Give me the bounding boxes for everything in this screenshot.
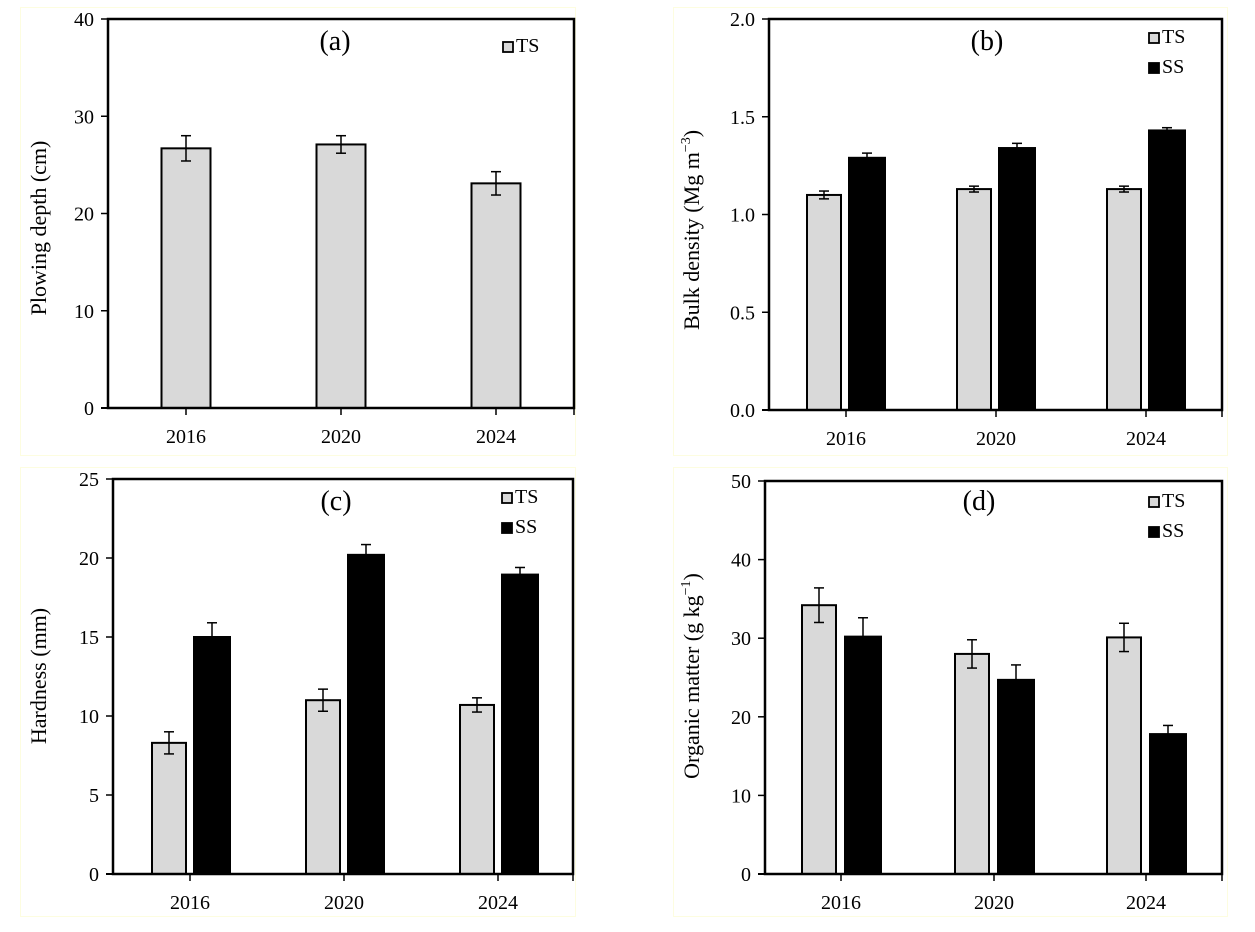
panel-c-ylabel: Hardness (mm) xyxy=(26,608,51,744)
panel-d-ylabel: Organic matter (g kg−1) xyxy=(679,573,704,779)
bar-ss-2020 xyxy=(997,678,1035,875)
panel-c-plot-frame xyxy=(111,477,575,876)
bar-ss-2016 xyxy=(848,156,886,411)
legend-label-ts: TS xyxy=(1162,26,1185,48)
bar-ss-2016 xyxy=(844,635,882,875)
x-tick-label: 2016 xyxy=(821,892,861,914)
panel-c-label: (c) xyxy=(320,486,351,517)
y-tick-label: 20 xyxy=(79,548,99,570)
bar-ts-2016 xyxy=(160,147,212,409)
y-tick-label: 1.0 xyxy=(730,205,755,227)
panel-d-ylabel-main: Organic matter (g kg xyxy=(679,595,704,778)
panel-a-frame xyxy=(20,7,576,456)
legend-swatch-ss xyxy=(501,522,513,534)
legend-label-ts: TS xyxy=(516,35,539,57)
x-tick-label: 2016 xyxy=(170,892,210,914)
panel-b: (b) Bulk density (Mg m−3) 0.0 0.5 1.0 1.5 2.… xyxy=(679,9,1224,450)
x-tick-label: 2016 xyxy=(826,428,866,450)
panel-b-label: (b) xyxy=(971,26,1004,57)
legend-label-ts: TS xyxy=(1162,490,1185,512)
y-tick-label: 1.5 xyxy=(730,107,755,129)
y-tick-label: 0.0 xyxy=(730,400,755,422)
legend-swatch-ts xyxy=(502,41,514,53)
y-tick-label: 15 xyxy=(79,627,99,649)
panel-a-label: (a) xyxy=(319,26,350,57)
legend-swatch-ss xyxy=(1148,62,1160,74)
legend-label-ss: SS xyxy=(1162,56,1184,78)
panel-c: (c) Hardness (mm) 0 5 10 15 20 25 2016 2020 2024… xyxy=(26,469,575,914)
x-tick-label: 2020 xyxy=(324,892,364,914)
bar-ts-2024 xyxy=(459,703,495,875)
x-tick-label: 2016 xyxy=(166,426,206,448)
y-tick-label: 10 xyxy=(731,785,751,807)
bar-ts-2020 xyxy=(305,699,341,876)
panel-d: (d) Organic matter (g kg−1) 0 10 20 30 40 50 2… xyxy=(679,471,1224,914)
panel-b-ylabel-sup: −3 xyxy=(679,137,694,152)
bar-ts-2020 xyxy=(956,188,992,411)
panel-d-frame xyxy=(673,467,1228,917)
y-tick-label: 20 xyxy=(731,707,751,729)
panel-d-ylabel-sup: −1 xyxy=(679,580,694,595)
legend-label-ss: SS xyxy=(1162,520,1184,542)
y-tick-label: 40 xyxy=(74,9,94,31)
panel-a: (a) Plowing depth (cm) 0 10 20 30 40 2016 2020… xyxy=(26,9,576,448)
bar-ts-2016 xyxy=(806,193,842,411)
bar-ts-2020 xyxy=(954,652,990,875)
x-tick-label: 2024 xyxy=(1126,892,1166,914)
panel-d-label: (d) xyxy=(963,486,996,517)
y-tick-label: 0.5 xyxy=(730,302,755,324)
legend-label-ts: TS xyxy=(515,486,538,508)
y-tick-label: 0 xyxy=(89,864,99,886)
bar-ts-2024 xyxy=(470,182,522,409)
y-tick-label: 10 xyxy=(79,706,99,728)
bar-ts-2024 xyxy=(1106,636,1142,875)
x-tick-label: 2024 xyxy=(478,892,518,914)
legend-label-ss: SS xyxy=(515,516,537,538)
panel-c-frame xyxy=(20,467,576,917)
bar-ss-2020 xyxy=(998,147,1036,411)
panel-b-frame xyxy=(673,7,1228,456)
panel-a-ylabel: Plowing depth (cm) xyxy=(26,141,51,316)
x-tick-label: 2024 xyxy=(476,426,516,448)
y-tick-label: 20 xyxy=(74,204,94,226)
x-tick-label: 2020 xyxy=(974,892,1014,914)
x-tick-label: 2020 xyxy=(321,426,361,448)
y-tick-label: 0 xyxy=(741,864,751,886)
legend-swatch-ts xyxy=(1148,32,1160,44)
bar-ss-2024 xyxy=(1149,733,1187,875)
bar-ss-2024 xyxy=(1148,129,1186,411)
y-tick-label: 50 xyxy=(731,471,751,493)
bar-ss-2020 xyxy=(347,553,385,876)
bar-ss-2016 xyxy=(193,636,231,875)
bar-ts-2016 xyxy=(801,604,837,875)
y-tick-label: 5 xyxy=(89,785,99,807)
panel-b-ylabel-end: ) xyxy=(679,130,704,137)
y-tick-label: 10 xyxy=(74,301,94,323)
y-tick-label: 30 xyxy=(731,628,751,650)
legend-swatch-ss xyxy=(1148,526,1160,538)
panel-d-ylabel-end: ) xyxy=(679,573,704,580)
y-tick-label: 30 xyxy=(74,106,94,128)
bar-ts-2020 xyxy=(315,143,367,409)
bar-ss-2024 xyxy=(501,573,539,876)
y-tick-label: 25 xyxy=(79,469,99,491)
x-tick-label: 2020 xyxy=(976,428,1016,450)
y-tick-label: 2.0 xyxy=(730,9,755,31)
panel-b-ylabel: Bulk density (Mg m−3) xyxy=(679,130,704,330)
bar-ts-2016 xyxy=(151,741,187,875)
panel-b-ylabel-main: Bulk density (Mg m xyxy=(679,152,704,330)
y-tick-label: 40 xyxy=(731,550,751,572)
x-tick-label: 2024 xyxy=(1126,428,1166,450)
bar-ts-2024 xyxy=(1106,188,1142,411)
legend-swatch-ts xyxy=(1148,496,1160,508)
legend-swatch-ts xyxy=(501,492,513,504)
y-tick-label: 0 xyxy=(84,398,94,420)
